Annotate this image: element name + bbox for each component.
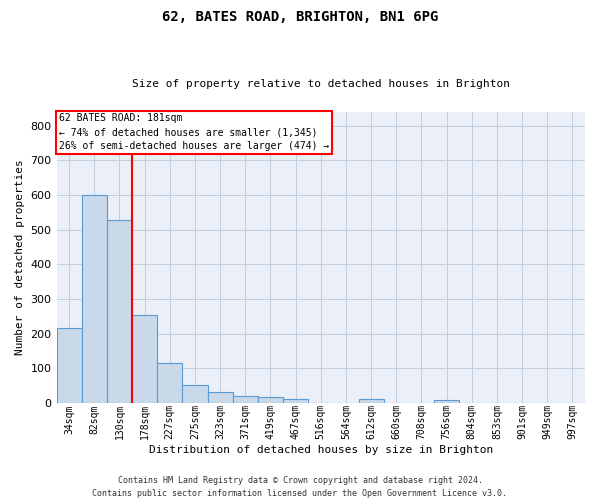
Text: 62 BATES ROAD: 181sqm
← 74% of detached houses are smaller (1,345)
26% of semi-d: 62 BATES ROAD: 181sqm ← 74% of detached … — [59, 114, 329, 152]
Text: 62, BATES ROAD, BRIGHTON, BN1 6PG: 62, BATES ROAD, BRIGHTON, BN1 6PG — [162, 10, 438, 24]
Bar — [283, 400, 308, 403]
Bar — [107, 220, 132, 403]
Bar — [56, 328, 82, 403]
Y-axis label: Number of detached properties: Number of detached properties — [15, 160, 25, 356]
Text: Contains HM Land Registry data © Crown copyright and database right 2024.
Contai: Contains HM Land Registry data © Crown c… — [92, 476, 508, 498]
Bar — [82, 195, 107, 403]
X-axis label: Distribution of detached houses by size in Brighton: Distribution of detached houses by size … — [149, 445, 493, 455]
Bar — [157, 363, 182, 403]
Bar — [132, 314, 157, 403]
Bar — [258, 398, 283, 403]
Bar — [434, 400, 459, 403]
Bar — [182, 385, 208, 403]
Bar — [359, 400, 383, 403]
Bar — [233, 396, 258, 403]
Bar — [208, 392, 233, 403]
Title: Size of property relative to detached houses in Brighton: Size of property relative to detached ho… — [132, 79, 510, 89]
